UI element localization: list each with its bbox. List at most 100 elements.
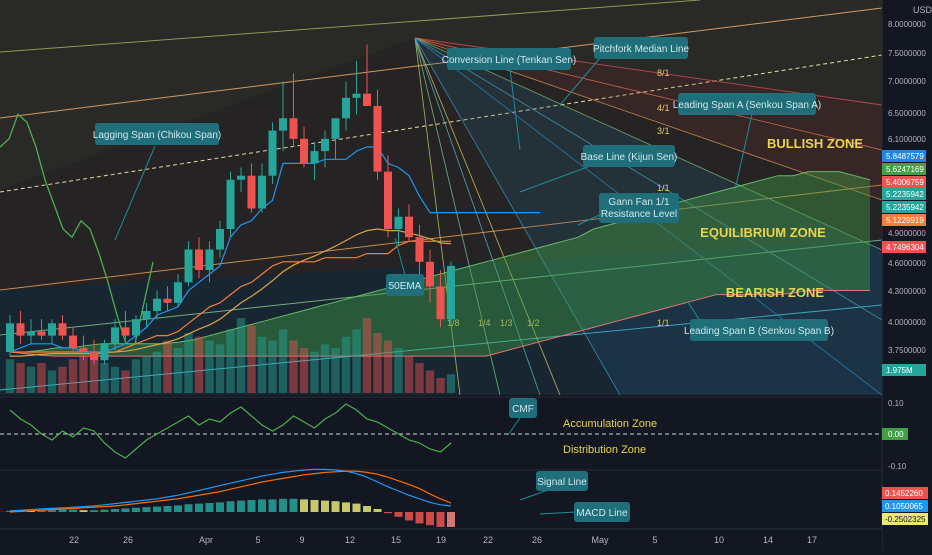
- candle-body[interactable]: [394, 216, 403, 229]
- signal-callout-box[interactable]: [536, 471, 588, 491]
- pitchfork-pointer: [559, 57, 601, 106]
- candle-body[interactable]: [268, 130, 277, 176]
- gann-fan-upper-fill: [415, 38, 882, 200]
- price-axis[interactable]: USD: [881, 0, 932, 550]
- gann-fan-ray: [414, 37, 883, 321]
- candle-body[interactable]: [447, 265, 455, 320]
- conversion-callout-box[interactable]: [447, 48, 571, 70]
- candle-body[interactable]: [258, 175, 266, 209]
- macd-line: [9, 468, 452, 512]
- gann-level-label: 1/3: [500, 318, 513, 328]
- candle-body[interactable]: [205, 249, 214, 271]
- conversion-pointer: [509, 68, 521, 151]
- candle-body[interactable]: [331, 118, 340, 139]
- candle-body[interactable]: [69, 335, 77, 348]
- time-tick-label: 22: [69, 535, 79, 545]
- cmf-badge: [882, 428, 908, 440]
- macd-histogram-bar: [184, 504, 193, 512]
- volume-bar: [383, 340, 393, 393]
- price-badge: [882, 163, 926, 175]
- candle-body[interactable]: [289, 118, 298, 139]
- time-axis[interactable]: 22 26 Apr 5 9 12 15 19 22 26 May 5 10 14 17: [0, 528, 882, 550]
- pitchfork-callout-box[interactable]: [594, 37, 688, 59]
- ema-pointer: [394, 237, 406, 276]
- macd-histogram-bar: [289, 498, 298, 512]
- candle-body[interactable]: [6, 323, 14, 352]
- macd-histogram-bar: [447, 512, 455, 527]
- bearish-zone-label: BEARISH ZONE: [726, 285, 825, 300]
- cmf-callout-box[interactable]: [509, 398, 537, 418]
- macd-histogram-bar: [69, 509, 77, 512]
- candle-body[interactable]: [352, 93, 361, 98]
- pitchfork-lower-line: [0, 184, 883, 291]
- candle-body[interactable]: [111, 327, 119, 344]
- macd-histogram-bar: [195, 503, 203, 512]
- candle-body[interactable]: [415, 237, 424, 262]
- candle-body[interactable]: [363, 93, 371, 106]
- macd-histogram-bar: [373, 509, 382, 512]
- candle-body[interactable]: [310, 151, 319, 164]
- candle-body[interactable]: [174, 282, 182, 303]
- macd-badge-text: -0.2502325: [885, 515, 926, 524]
- volume-bar: [394, 348, 403, 393]
- candle-body[interactable]: [436, 286, 445, 320]
- gann-callout-line2: Resistance Level: [601, 209, 677, 220]
- candle-body[interactable]: [300, 138, 308, 164]
- leading-a-callout-box[interactable]: [678, 93, 816, 115]
- ema-callout-box[interactable]: [386, 274, 424, 296]
- gann-level-label: 1/2: [527, 318, 540, 328]
- candle-body[interactable]: [226, 179, 235, 229]
- candle-body[interactable]: [79, 347, 88, 352]
- candle-body[interactable]: [237, 175, 245, 180]
- leading-b-callout-box[interactable]: [690, 319, 828, 341]
- volume-bar: [289, 340, 298, 393]
- candle-body[interactable]: [426, 261, 434, 287]
- candle-body[interactable]: [195, 249, 203, 271]
- candle-body[interactable]: [132, 319, 140, 336]
- cmf-tick-label: 0.10: [888, 399, 904, 408]
- time-tick-label: 26: [123, 535, 133, 545]
- candle-body[interactable]: [27, 331, 35, 336]
- price-badge-text: 5.1229919: [886, 216, 924, 225]
- candle-body[interactable]: [16, 323, 25, 336]
- candle-body[interactable]: [405, 216, 413, 238]
- macd-histogram-bar: [300, 499, 308, 512]
- candle-body[interactable]: [48, 323, 56, 336]
- candle-body[interactable]: [279, 118, 287, 131]
- candle-body[interactable]: [100, 343, 109, 361]
- candle-body[interactable]: [142, 311, 151, 320]
- gann-callout-box[interactable]: [599, 193, 679, 223]
- conversion-callout-text: Conversion Line (Tenkan Sen): [442, 55, 577, 66]
- macd-histogram-bar: [342, 502, 350, 512]
- macd-callout-box[interactable]: [574, 502, 630, 522]
- candle-body[interactable]: [163, 298, 172, 303]
- volume-bar: [257, 336, 267, 393]
- lagging-callout-box[interactable]: [95, 123, 219, 145]
- candle-body[interactable]: [342, 97, 350, 119]
- macd-histogram-bar: [436, 512, 445, 527]
- macd-histogram-bar: [226, 501, 235, 512]
- candle-body[interactable]: [216, 229, 224, 250]
- macd-histogram-bar: [100, 509, 109, 512]
- volume-bar: [173, 348, 183, 393]
- gann-fan-ray: [414, 37, 883, 251]
- candle-body[interactable]: [321, 138, 329, 152]
- candle-body[interactable]: [384, 171, 392, 229]
- candle-body[interactable]: [58, 323, 67, 336]
- macd-badge-text: 0.1452260: [885, 489, 923, 498]
- candle-body[interactable]: [121, 327, 130, 336]
- candle-body[interactable]: [153, 298, 161, 311]
- candles-layer[interactable]: [6, 44, 455, 365]
- volume-bar: [68, 359, 78, 393]
- base-callout-box[interactable]: [583, 145, 675, 167]
- volume-bar: [373, 333, 382, 393]
- candle-body[interactable]: [90, 352, 98, 361]
- volume-bar: [37, 363, 46, 393]
- candle-body[interactable]: [247, 175, 256, 209]
- price-badge: [882, 364, 926, 376]
- base-callout-text: Base Line (Kijun Sen): [581, 152, 678, 163]
- candle-body[interactable]: [184, 249, 193, 283]
- candle-body[interactable]: [373, 106, 382, 172]
- candle-body[interactable]: [37, 331, 46, 336]
